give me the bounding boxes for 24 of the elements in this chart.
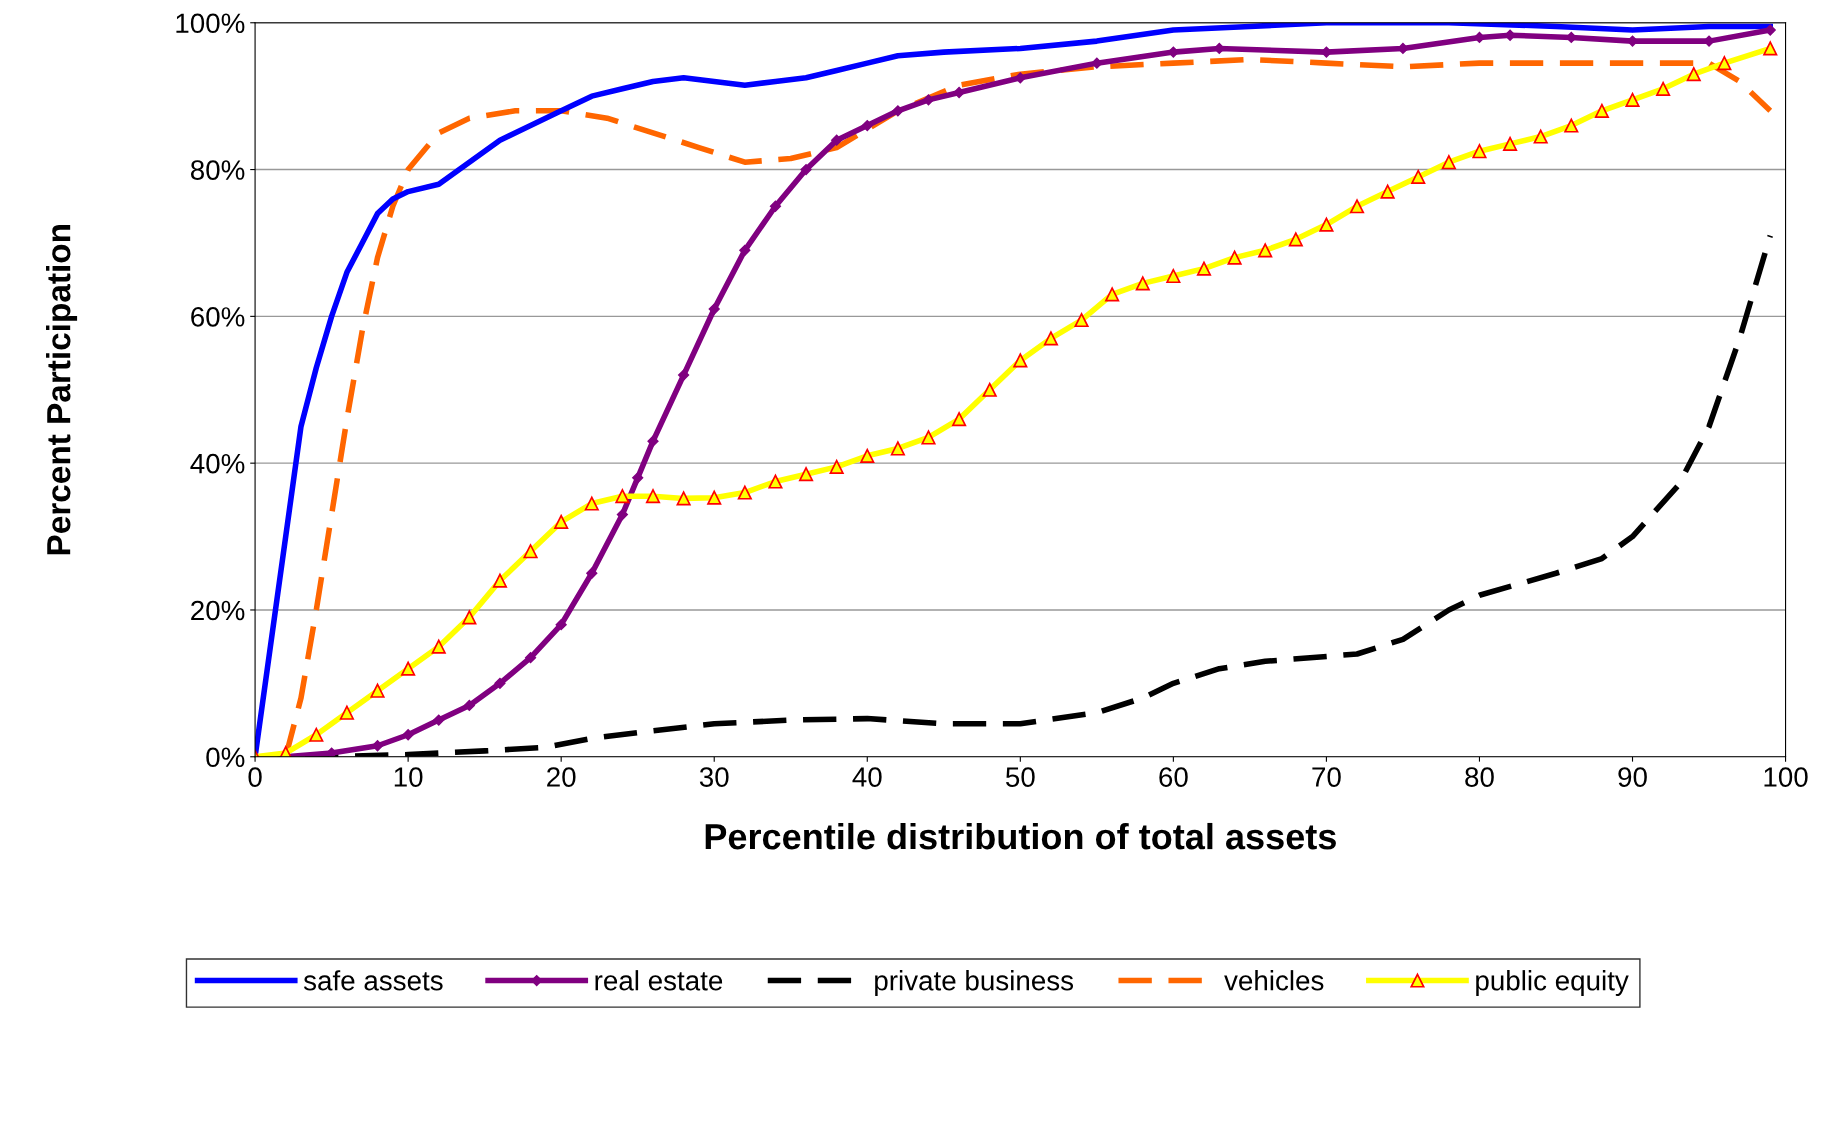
x-tick-label: 0 [248,767,262,787]
y-tick-label: 100% [176,13,245,34]
y-tick-label: 20% [191,600,245,621]
x-tick-label: 30 [699,767,729,787]
legend-label: safe assets [303,970,443,991]
y-tick-label: 0% [206,747,245,768]
x-tick-label: 50 [1005,767,1035,787]
x-tick-label: 100 [1764,767,1808,787]
x-tick-label: 10 [394,767,423,787]
legend-label: vehicles [1224,970,1324,991]
legend-label: public equity [1476,970,1629,997]
legend-label: real estate [595,970,723,991]
x-tick-label: 40 [852,767,882,787]
x-tick-label: 20 [547,767,576,787]
y-tick-label: 60% [191,307,245,327]
x-axis-title: Percentile distribution of total assets [705,822,1336,850]
x-tick-label: 60 [1159,767,1188,787]
x-tick-label: 80 [1465,767,1494,787]
y-tick-label: 80% [190,160,245,180]
y-tick-label: 40% [190,453,245,474]
y-axis-title: Percent Participation [46,225,78,555]
x-tick-label: 70 [1312,767,1341,787]
legend-label: private business [875,970,1074,997]
x-tick-label: 90 [1618,767,1647,787]
